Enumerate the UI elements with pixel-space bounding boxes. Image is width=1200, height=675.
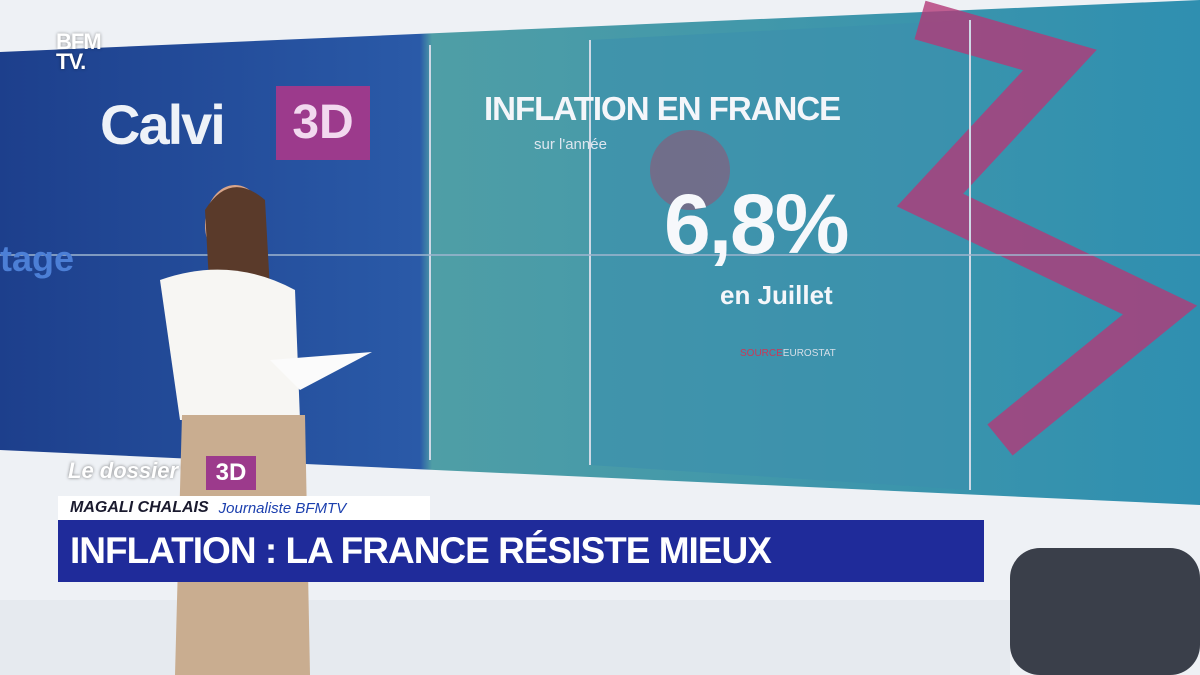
headline: INFLATION : LA FRANCE RÉSISTE MIEUX (70, 530, 772, 571)
segment-name: Le dossier (68, 458, 179, 483)
presenter-name: MAGALI CHALAIS (70, 499, 209, 516)
headline-bar: INFLATION : LA FRANCE RÉSISTE MIEUX (58, 520, 984, 582)
presenter-role: Journaliste BFMTV (218, 499, 347, 517)
show-badge: 3D (276, 86, 370, 160)
screen-period: en Juillet (720, 280, 833, 310)
channel-logo: BFM TV. (56, 29, 102, 74)
screen-subtitle: sur l'année (534, 136, 607, 153)
source-prefix: SOURCE (740, 348, 783, 359)
name-bar: MAGALI CHALAIS Journaliste BFMTV (58, 496, 430, 520)
wall-text: tage (0, 238, 75, 279)
screen-source: SOURCEEUROSTAT (740, 348, 836, 359)
screen-value: 6,8% (664, 177, 849, 271)
source-name: EUROSTAT (782, 348, 836, 359)
logo-line: TV. (56, 49, 86, 74)
screen-title: INFLATION EN FRANCE (484, 90, 841, 127)
show-name: Calvi (100, 93, 226, 156)
segment-badge: 3D (206, 456, 256, 490)
logo-line: BFM (56, 29, 102, 54)
